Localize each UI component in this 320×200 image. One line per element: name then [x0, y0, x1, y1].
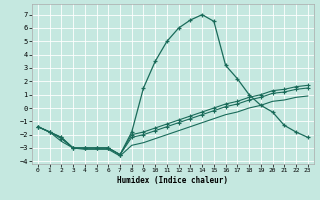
- X-axis label: Humidex (Indice chaleur): Humidex (Indice chaleur): [117, 176, 228, 185]
